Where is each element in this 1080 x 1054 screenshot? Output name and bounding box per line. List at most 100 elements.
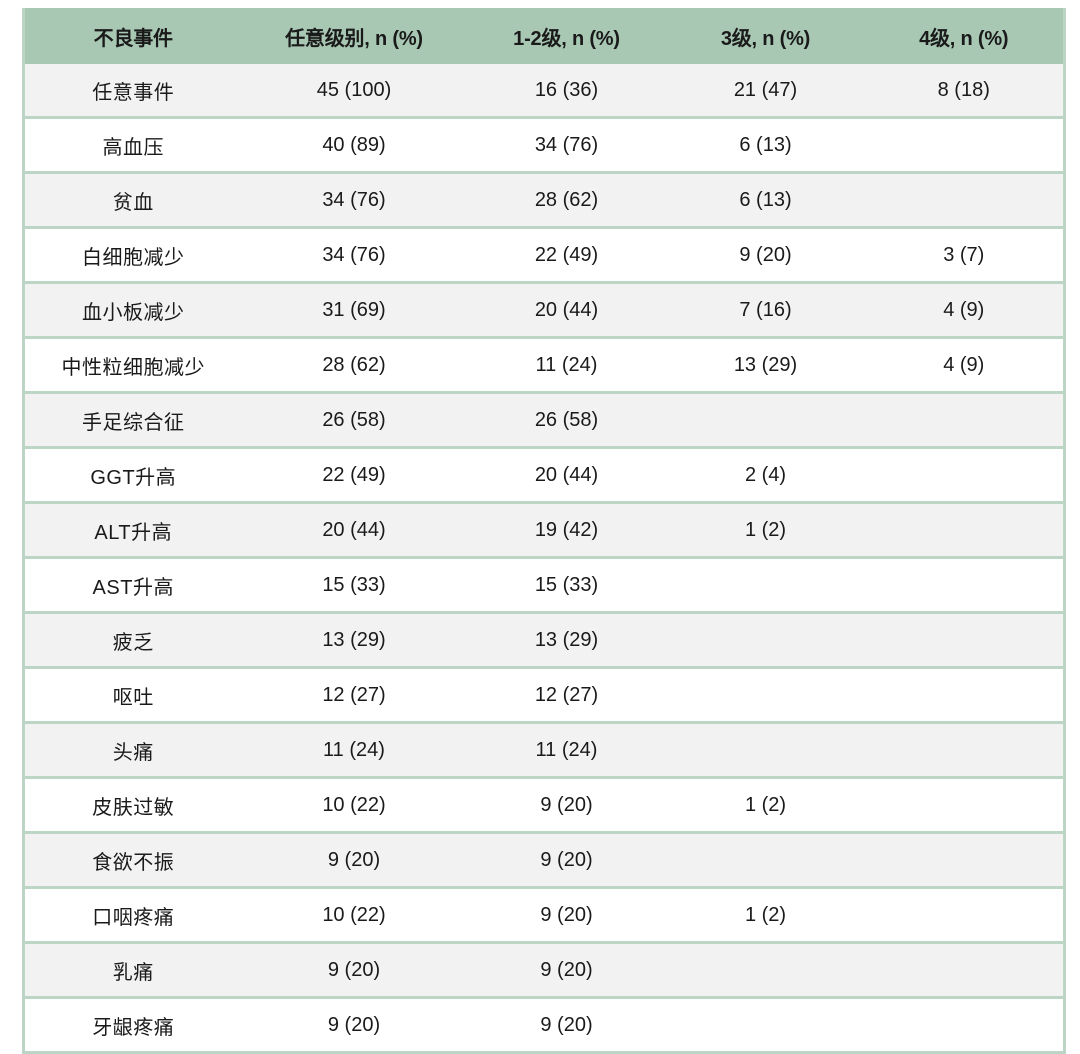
cell-any: 9 (20) <box>241 941 467 998</box>
cell-event-name: 中性粒细胞减少 <box>23 336 242 393</box>
column-header-any-grade: 任意级别, n (%) <box>241 8 467 64</box>
cell-g12: 11 (24) <box>466 721 667 778</box>
table-row: 牙龈疼痛 9 (20) 9 (20) <box>23 996 1065 1053</box>
cell-g3: 1 (2) <box>666 776 865 833</box>
cell-event-name: 白细胞减少 <box>23 226 242 283</box>
cell-any: 10 (22) <box>241 886 467 943</box>
cell-g4 <box>864 831 1065 888</box>
cell-event-name: 贫血 <box>23 171 242 228</box>
cell-event-name: 头痛 <box>23 721 242 778</box>
cell-event-name: 疲乏 <box>23 611 242 668</box>
table-row: 高血压 40 (89) 34 (76) 6 (13) <box>23 116 1065 173</box>
cell-g12: 12 (27) <box>466 666 667 723</box>
cell-any: 13 (29) <box>241 611 467 668</box>
column-header-grade-4: 4级, n (%) <box>864 8 1065 64</box>
cell-any: 11 (24) <box>241 721 467 778</box>
cell-g3 <box>666 996 865 1053</box>
table-row: 食欲不振 9 (20) 9 (20) <box>23 831 1065 888</box>
cell-g12: 15 (33) <box>466 556 667 613</box>
cell-g3 <box>666 666 865 723</box>
cell-g12: 9 (20) <box>466 886 667 943</box>
cell-event-name: 高血压 <box>23 116 242 173</box>
cell-g4 <box>864 171 1065 228</box>
cell-any: 9 (20) <box>241 996 467 1053</box>
table-row: ALT升高 20 (44) 19 (42) 1 (2) <box>23 501 1065 558</box>
table-row: GGT升高 22 (49) 20 (44) 2 (4) <box>23 446 1065 503</box>
cell-g4 <box>864 501 1065 558</box>
table-row: 白细胞减少 34 (76) 22 (49) 9 (20) 3 (7) <box>23 226 1065 283</box>
cell-g3: 1 (2) <box>666 501 865 558</box>
cell-g4 <box>864 391 1065 448</box>
column-header-grade-1-2: 1-2级, n (%) <box>466 8 667 64</box>
cell-g12: 9 (20) <box>466 996 667 1053</box>
cell-event-name: 血小板减少 <box>23 281 242 338</box>
cell-g3: 21 (47) <box>666 64 865 118</box>
table-row: 乳痛 9 (20) 9 (20) <box>23 941 1065 998</box>
table-body: 任意事件 45 (100) 16 (36) 21 (47) 8 (18) 高血压 40 (8… <box>23 64 1065 1053</box>
table-row: 口咽疼痛 10 (22) 9 (20) 1 (2) <box>23 886 1065 943</box>
cell-g4: 8 (18) <box>864 64 1065 118</box>
cell-g4: 4 (9) <box>864 336 1065 393</box>
cell-g3: 13 (29) <box>666 336 865 393</box>
cell-g12: 16 (36) <box>466 64 667 118</box>
cell-g12: 22 (49) <box>466 226 667 283</box>
table-row: 中性粒细胞减少 28 (62) 11 (24) 13 (29) 4 (9) <box>23 336 1065 393</box>
table-row: 呕吐 12 (27) 12 (27) <box>23 666 1065 723</box>
adverse-events-table-container: 不良事件 任意级别, n (%) 1-2级, n (%) 3级, n (%) 4… <box>22 8 1066 1054</box>
cell-any: 12 (27) <box>241 666 467 723</box>
cell-g4 <box>864 996 1065 1053</box>
cell-g3: 9 (20) <box>666 226 865 283</box>
cell-g12: 20 (44) <box>466 446 667 503</box>
table-row: AST升高 15 (33) 15 (33) <box>23 556 1065 613</box>
cell-g4 <box>864 116 1065 173</box>
cell-g4 <box>864 611 1065 668</box>
cell-any: 15 (33) <box>241 556 467 613</box>
cell-g12: 26 (58) <box>466 391 667 448</box>
cell-g12: 19 (42) <box>466 501 667 558</box>
cell-any: 34 (76) <box>241 226 467 283</box>
cell-event-name: 牙龈疼痛 <box>23 996 242 1053</box>
cell-event-name: 口咽疼痛 <box>23 886 242 943</box>
cell-g4 <box>864 941 1065 998</box>
cell-g12: 20 (44) <box>466 281 667 338</box>
table-row: 血小板减少 31 (69) 20 (44) 7 (16) 4 (9) <box>23 281 1065 338</box>
cell-event-name: 手足综合征 <box>23 391 242 448</box>
table-header: 不良事件 任意级别, n (%) 1-2级, n (%) 3级, n (%) 4… <box>23 8 1065 64</box>
cell-g3 <box>666 721 865 778</box>
table-row: 贫血 34 (76) 28 (62) 6 (13) <box>23 171 1065 228</box>
cell-any: 31 (69) <box>241 281 467 338</box>
cell-g4: 4 (9) <box>864 281 1065 338</box>
cell-g4 <box>864 721 1065 778</box>
table-row: 头痛 11 (24) 11 (24) <box>23 721 1065 778</box>
cell-g3: 1 (2) <box>666 886 865 943</box>
table-row: 手足综合征 26 (58) 26 (58) <box>23 391 1065 448</box>
column-header-grade-3: 3级, n (%) <box>666 8 865 64</box>
cell-g12: 9 (20) <box>466 776 667 833</box>
cell-g3 <box>666 556 865 613</box>
cell-event-name: ALT升高 <box>23 501 242 558</box>
cell-g3 <box>666 941 865 998</box>
cell-any: 45 (100) <box>241 64 467 118</box>
cell-any: 26 (58) <box>241 391 467 448</box>
cell-g12: 9 (20) <box>466 941 667 998</box>
cell-event-name: AST升高 <box>23 556 242 613</box>
cell-any: 28 (62) <box>241 336 467 393</box>
cell-g3: 6 (13) <box>666 116 865 173</box>
cell-g4 <box>864 556 1065 613</box>
adverse-events-table: 不良事件 任意级别, n (%) 1-2级, n (%) 3级, n (%) 4… <box>22 8 1066 1054</box>
cell-g4 <box>864 886 1065 943</box>
cell-g3: 7 (16) <box>666 281 865 338</box>
cell-g4 <box>864 446 1065 503</box>
cell-g3: 6 (13) <box>666 171 865 228</box>
cell-g12: 34 (76) <box>466 116 667 173</box>
cell-g12: 28 (62) <box>466 171 667 228</box>
table-row: 任意事件 45 (100) 16 (36) 21 (47) 8 (18) <box>23 64 1065 118</box>
cell-g12: 11 (24) <box>466 336 667 393</box>
cell-any: 9 (20) <box>241 831 467 888</box>
table-header-row: 不良事件 任意级别, n (%) 1-2级, n (%) 3级, n (%) 4… <box>23 8 1065 64</box>
cell-event-name: 呕吐 <box>23 666 242 723</box>
cell-g4 <box>864 666 1065 723</box>
cell-event-name: 乳痛 <box>23 941 242 998</box>
cell-g4 <box>864 776 1065 833</box>
cell-g3 <box>666 611 865 668</box>
